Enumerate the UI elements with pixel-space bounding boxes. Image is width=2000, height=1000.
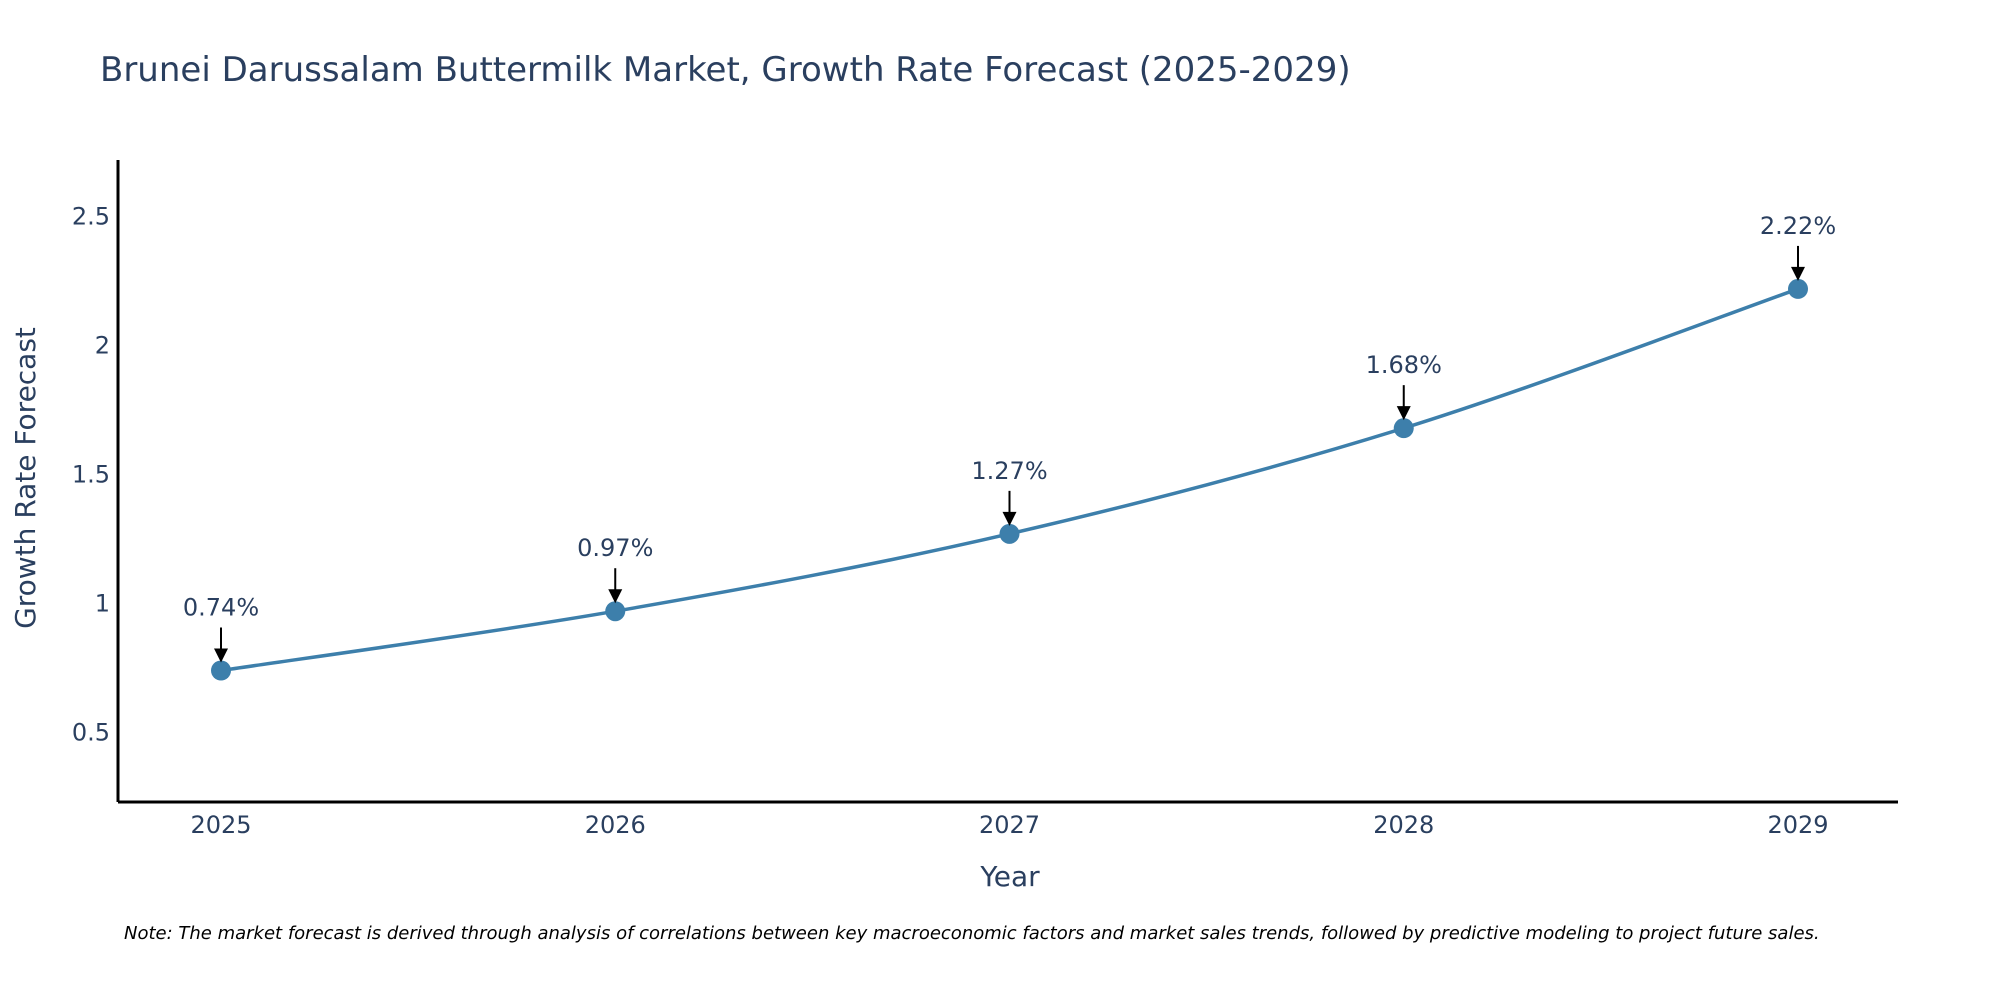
- y-tick-label: 0.5: [72, 718, 110, 746]
- x-tick-label: 2028: [1373, 811, 1434, 839]
- annotation-arrow-head: [214, 648, 228, 663]
- data-point-marker: [605, 601, 626, 622]
- axes: [116, 160, 1898, 804]
- chart-title: Brunei Darussalam Buttermilk Market, Gro…: [100, 50, 1351, 90]
- data-label: 2.22%: [1760, 212, 1836, 240]
- annotation-arrow-head: [1791, 266, 1805, 281]
- x-tick-label: 2029: [1767, 811, 1828, 839]
- data-point-marker: [1788, 278, 1808, 299]
- x-tick-label: 2025: [190, 811, 251, 839]
- data-label-annotations: 0.74% 0.97% 1.27% 1.68% 2.22%: [183, 212, 1836, 663]
- series-markers: [211, 278, 1808, 681]
- annotation-arrow-head: [1002, 511, 1017, 526]
- data-point-marker: [999, 523, 1020, 544]
- x-tick-label: 2027: [979, 811, 1040, 839]
- annotation-arrow-head: [1396, 406, 1411, 421]
- data-label: 1.68%: [1366, 351, 1442, 379]
- data-label: 1.27%: [971, 457, 1047, 485]
- data-point-marker: [1393, 418, 1414, 439]
- data-point-marker: [211, 660, 231, 681]
- y-tick-label: 2.5: [72, 203, 110, 231]
- x-tick-label: 2026: [585, 811, 646, 839]
- y-axis-ticks: 0.5 1 1.5 2 2.5: [72, 203, 110, 747]
- y-tick-label: 1: [95, 589, 110, 617]
- data-label: 0.97%: [577, 534, 653, 562]
- x-axis-title: Year: [979, 860, 1040, 893]
- y-axis-title: Growth Rate Forecast: [9, 327, 42, 629]
- data-label: 0.74%: [183, 594, 259, 622]
- annotation-arrow-head: [608, 589, 623, 604]
- forecast-note: Note: The market forecast is derived thr…: [124, 923, 1820, 944]
- y-tick-label: 2: [95, 332, 110, 360]
- x-axis-ticks: 2025 2026 2027 2028 2029: [190, 811, 1828, 839]
- y-tick-label: 1.5: [72, 461, 110, 489]
